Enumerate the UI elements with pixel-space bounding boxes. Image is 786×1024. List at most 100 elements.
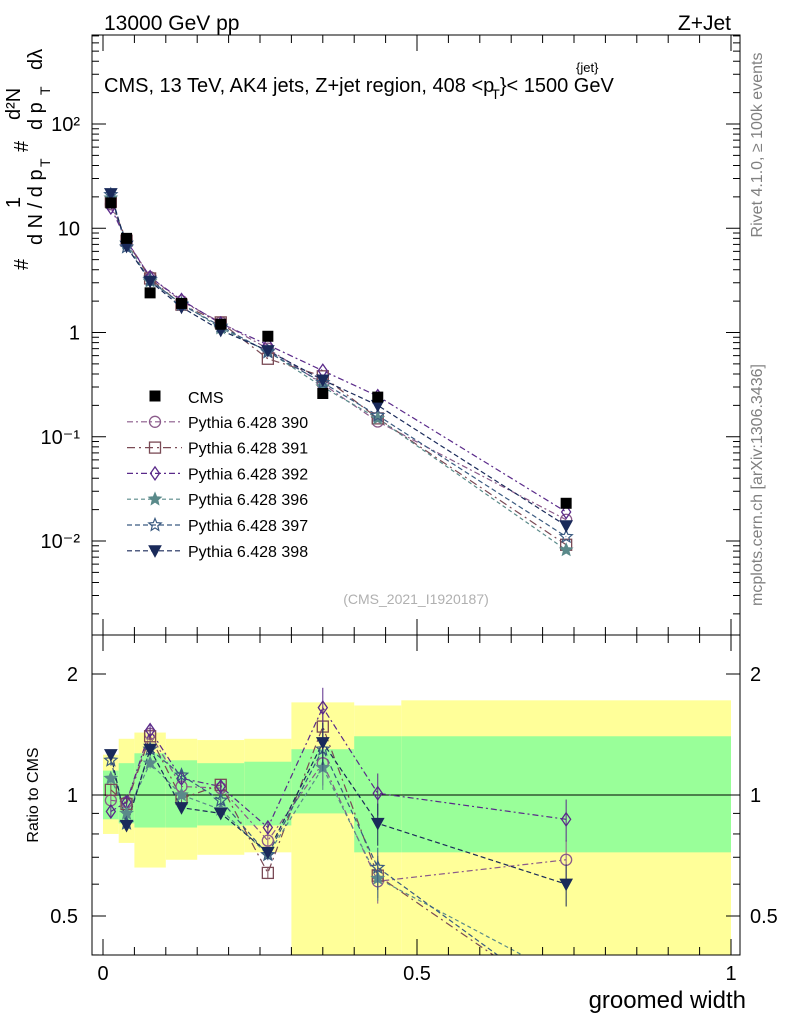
series-marker-ratio [560, 999, 572, 1011]
header-right: Z+Jet [678, 12, 731, 35]
x-tick-labels: 0 0.5 1 [97, 963, 736, 985]
plot-title-suffix: }< 1500 GeV [500, 75, 615, 97]
series-marker-ratio [173, 767, 190, 782]
series-marker-main [560, 504, 572, 520]
x-axis-label: groomed width [589, 987, 746, 1014]
plot-title-main: CMS, 13 TeV, AK4 jets, Z+jet region, 408… [104, 75, 494, 97]
series-marker-ratio [174, 802, 189, 815]
ratio-panel: 0.5 0.5 1 1 2 2 Ratio to CMS [25, 634, 778, 1011]
series-marker-ratio [213, 807, 228, 821]
ratio-bands [103, 700, 731, 955]
legend-label: Pythia 6.428 391 [188, 441, 308, 458]
y-tick-label-main: 10⁻² [41, 531, 81, 553]
ylabel-num2: d²N [3, 88, 25, 120]
series-marker-ratio [261, 866, 275, 880]
header-left: 13000 GeV pp [104, 12, 239, 35]
series-marker-ratio [317, 699, 329, 716]
y-tick-label-ratio-left: 2 [67, 664, 78, 686]
y-tick-label-ratio-left: 0.5 [50, 906, 78, 928]
ylabel-den2: d p [25, 102, 47, 130]
cms-data-point [372, 391, 384, 403]
series-marker-ratio [370, 817, 385, 831]
y-tick-label-ratio-right: 1 [750, 785, 761, 807]
series-marker-ratio [144, 722, 156, 738]
legend-marker [147, 516, 163, 532]
legend-label: Pythia 6.428 392 [188, 466, 308, 483]
y-tick-label-main: 10 [58, 218, 80, 240]
ylabel-num1: 1 [3, 197, 25, 208]
legend-marker-cms [149, 390, 161, 402]
main-series-points [103, 186, 574, 557]
series-marker-ratio [119, 819, 134, 833]
series-marker-ratio [370, 859, 386, 875]
main-cms-points [105, 197, 572, 509]
legend-label: Pythia 6.428 398 [188, 544, 308, 561]
series-line-main [110, 203, 567, 521]
legend-marker [148, 441, 162, 454]
analysis-id: (CMS_2021_I1920187) [343, 591, 489, 607]
ylabel-sub: T [37, 158, 53, 167]
cms-data-point [144, 287, 156, 299]
rivet-label: Rivet 4.1.0, ≥ 100k events [749, 53, 766, 238]
legend-label: Pythia 6.428 390 [188, 415, 308, 432]
legend-marker [147, 491, 163, 506]
series-line-main [110, 197, 567, 551]
y-tick-label-main: 10² [51, 114, 80, 136]
series-line-main [110, 193, 567, 527]
legend-label: Pythia 6.428 397 [188, 518, 308, 535]
y-tick-label-ratio-right: 2 [750, 664, 761, 686]
ratio-series-points [103, 687, 573, 1011]
y-tick-label-main: 1 [69, 323, 80, 345]
series-line-main [110, 194, 567, 538]
series-marker-ratio [174, 787, 189, 802]
legend-marker [149, 465, 161, 482]
series-marker-ratio [560, 972, 572, 984]
y-tick-label-ratio-left: 1 [67, 785, 78, 807]
cms-data-point [560, 497, 572, 509]
series-marker-main [559, 520, 573, 533]
cms-data-point [262, 330, 274, 342]
series-marker-ratio [142, 755, 158, 770]
series-marker-ratio [143, 743, 157, 757]
main-panel: 10⁻² 10⁻¹ 1 10 10² CMS, 13 TeV, AK4 jets, Z+… [3, 34, 741, 636]
ylabel-lambda: dλ [25, 49, 47, 70]
series-marker-ratio [103, 752, 119, 767]
cms-data-point [121, 232, 133, 244]
series-marker-main [558, 542, 574, 557]
series-marker-ratio [103, 770, 119, 785]
legend-label: Pythia 6.428 396 [188, 492, 308, 509]
ylabel-hash2: # [11, 140, 33, 152]
series-marker-main [261, 345, 275, 358]
main-series-lines [110, 193, 567, 551]
series-marker-ratio [213, 792, 229, 807]
y-axis-label-main: # 1 d N / d p T # d²N d p T dλ [3, 49, 53, 270]
series-marker-main [558, 528, 574, 544]
band-inner-bin [244, 761, 292, 826]
series-marker-ratio [105, 803, 117, 820]
series-marker-ratio [372, 785, 384, 801]
series-marker-ratio [262, 819, 274, 836]
series-marker-ratio [559, 878, 573, 892]
ylabel-sub2: T [37, 86, 53, 95]
ylabel-hash1: # [11, 258, 33, 270]
series-marker-main [104, 188, 118, 201]
plot-title: CMS, 13 TeV, AK4 jets, Z+jet region, 408… [104, 75, 614, 102]
cms-data-point [176, 297, 187, 309]
plot-title-sub: T [491, 86, 500, 102]
plot-title-sup: {jet} [576, 60, 599, 75]
series-marker-ratio [315, 737, 330, 750]
ylabel-den: d N / d p [25, 169, 47, 245]
y-axis-label-ratio: Ratio to CMS [25, 747, 42, 842]
cms-data-point [317, 387, 329, 399]
x-tick-label: 0.5 [403, 963, 431, 985]
legend: CMS Pythia 6.428 390 Pythia 6.428 391 Pythi… [127, 390, 308, 561]
y-tick-label-ratio-right: 0.5 [750, 906, 778, 928]
mcplots-label: mcplots.cern.ch [arXiv:1306.3436] [749, 364, 766, 606]
series-marker-ratio [560, 811, 572, 827]
series-marker-main [370, 407, 386, 422]
x-tick-label: 1 [725, 963, 736, 985]
series-line-ratio [110, 762, 524, 955]
series-marker-ratio [104, 749, 118, 762]
legend-label-cms: CMS [188, 390, 224, 407]
